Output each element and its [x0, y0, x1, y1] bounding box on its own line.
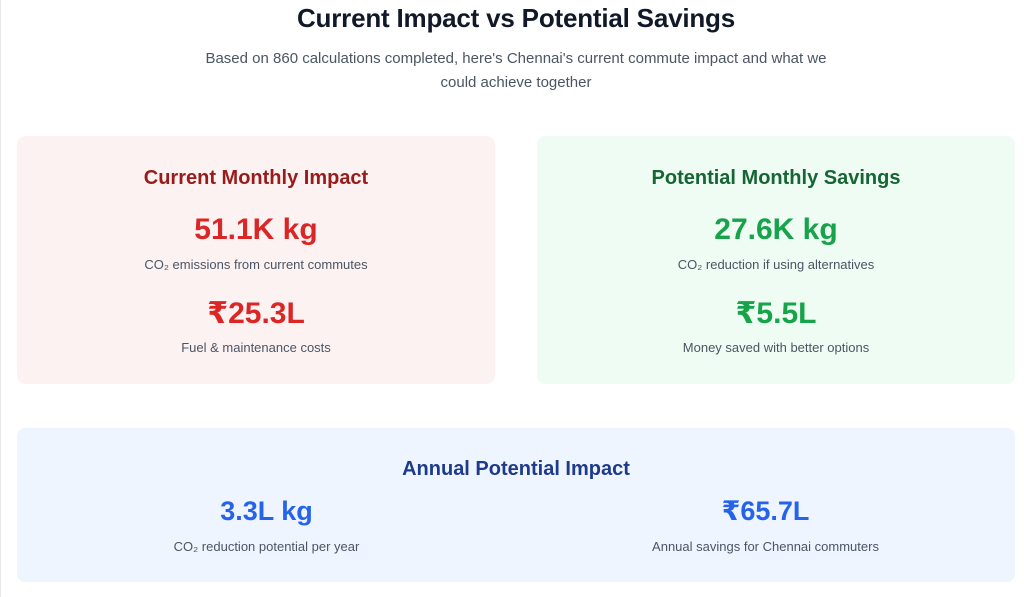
potential-money-value: ₹5.5L	[735, 297, 817, 330]
current-cost-label: Fuel & maintenance costs	[181, 340, 331, 355]
annual-savings-value: ₹65.7L	[721, 496, 810, 526]
annual-co2-label: CO₂ reduction potential per year	[173, 539, 360, 554]
current-co2-label: CO₂ emissions from current commutes	[144, 257, 368, 272]
annual-potential-impact-heading: Annual Potential Impact	[402, 458, 630, 480]
potential-co2-value: 27.6K kg	[714, 213, 838, 246]
potential-co2-label: CO₂ reduction if using alternatives	[677, 257, 875, 272]
annual-potential-impact-card: Annual Potential Impact 3.3L kg CO₂ redu…	[17, 428, 1015, 582]
potential-money-label: Money saved with better options	[682, 340, 870, 355]
potential-monthly-savings-card: Potential Monthly Savings 27.6K kg CO₂ r…	[537, 136, 1015, 384]
annual-co2-column: 3.3L kg CO₂ reduction potential per year	[17, 428, 516, 582]
potential-monthly-savings-heading: Potential Monthly Savings	[651, 167, 901, 189]
page-subtitle: Based on 860 calculations completed, her…	[205, 50, 827, 91]
current-cost-value: ₹25.3L	[207, 297, 305, 330]
current-monthly-impact-heading: Current Monthly Impact	[143, 167, 369, 189]
annual-savings-label: Annual savings for Chennai commuters	[652, 539, 879, 554]
annual-savings-column: ₹65.7L Annual savings for Chennai commut…	[516, 428, 1015, 582]
current-monthly-impact-card: Current Monthly Impact 51.1K kg CO₂ emis…	[17, 136, 495, 384]
page-title: Current Impact vs Potential Savings	[296, 3, 735, 33]
current-co2-value: 51.1K kg	[194, 213, 318, 246]
annual-co2-value: 3.3L kg	[220, 496, 313, 526]
